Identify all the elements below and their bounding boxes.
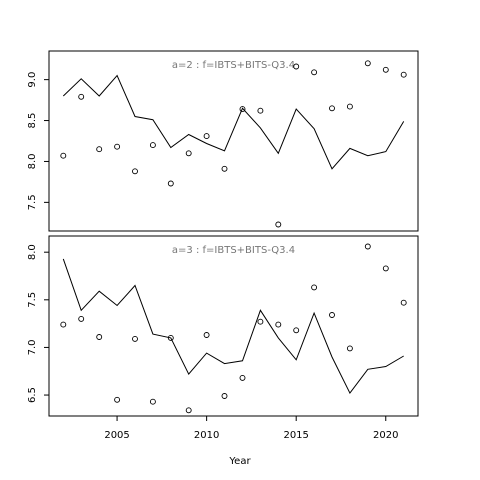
data-point bbox=[239, 106, 246, 113]
y-tick-label: 8.0 bbox=[27, 154, 38, 170]
data-point bbox=[78, 93, 85, 100]
y-tick-label: 9.0 bbox=[27, 72, 38, 88]
data-point bbox=[382, 66, 389, 73]
data-point bbox=[96, 334, 103, 340]
data-point bbox=[221, 393, 228, 399]
data-point bbox=[275, 321, 282, 328]
data-point bbox=[382, 265, 389, 272]
x-tick-label: 2015 bbox=[283, 430, 308, 441]
panel-frame bbox=[48, 50, 419, 232]
data-point bbox=[293, 63, 300, 70]
data-point bbox=[167, 334, 174, 341]
data-point bbox=[311, 69, 318, 76]
data-point bbox=[329, 312, 335, 318]
data-point bbox=[185, 150, 192, 157]
y-tick-label: 7.5 bbox=[27, 194, 38, 210]
panel-1: 7.5 8.0 8.5 9.0 a=2 : f=IBTS+BITS-Q3.4 bbox=[27, 50, 419, 232]
x-tick-label: 2020 bbox=[373, 430, 398, 441]
data-point bbox=[132, 168, 138, 175]
data-point bbox=[114, 396, 121, 403]
data-point bbox=[329, 105, 335, 112]
data-point bbox=[346, 345, 353, 352]
data-point bbox=[167, 180, 174, 187]
data-point bbox=[149, 142, 156, 149]
data-point bbox=[275, 221, 282, 228]
y-tick-label: 7.0 bbox=[27, 339, 38, 355]
y-tick-label: 8.0 bbox=[27, 244, 38, 260]
data-point bbox=[364, 243, 371, 250]
x-axis: 2005 2010 2015 2020 bbox=[104, 416, 398, 441]
data-point bbox=[346, 103, 353, 110]
panel-label: a=3 : f=IBTS+BITS-Q3.4 bbox=[172, 245, 295, 256]
y-tick-label: 6.5 bbox=[27, 387, 38, 403]
data-point bbox=[96, 146, 103, 153]
x-tick-label: 2010 bbox=[194, 430, 219, 441]
data-point bbox=[221, 165, 228, 172]
data-point bbox=[78, 315, 85, 322]
data-point bbox=[311, 284, 318, 291]
y-tick-label: 8.5 bbox=[27, 113, 38, 129]
data-point bbox=[60, 152, 67, 159]
x-tick-label: 2005 bbox=[104, 430, 129, 441]
data-point bbox=[257, 318, 264, 325]
data-point bbox=[132, 335, 138, 342]
data-point bbox=[60, 321, 67, 328]
data-point bbox=[203, 133, 210, 140]
panel-frame bbox=[48, 235, 419, 417]
x-axis-title: Year bbox=[228, 456, 251, 467]
series-line bbox=[62, 74, 405, 170]
data-point bbox=[400, 71, 407, 78]
data-point bbox=[114, 143, 121, 150]
data-point bbox=[293, 327, 300, 334]
data-point bbox=[239, 374, 246, 381]
panel-label: a=2 : f=IBTS+BITS-Q3.4 bbox=[172, 60, 295, 71]
series-line bbox=[62, 258, 404, 395]
data-point bbox=[400, 299, 407, 306]
chart-panels: 7.5 8.0 8.5 9.0 a=2 : f=IBTS+BITS-Q3.4 6.5 7.0… bbox=[27, 50, 419, 441]
data-point bbox=[203, 332, 210, 338]
panel-2: 6.5 7.0 7.5 8.0 a=3 : f=IBTS+BITS-Q3.4 bbox=[27, 235, 419, 417]
data-point bbox=[257, 107, 264, 114]
y-tick-label: 7.5 bbox=[27, 292, 38, 308]
data-point bbox=[364, 60, 371, 67]
data-point bbox=[149, 398, 156, 405]
data-point bbox=[185, 407, 192, 414]
